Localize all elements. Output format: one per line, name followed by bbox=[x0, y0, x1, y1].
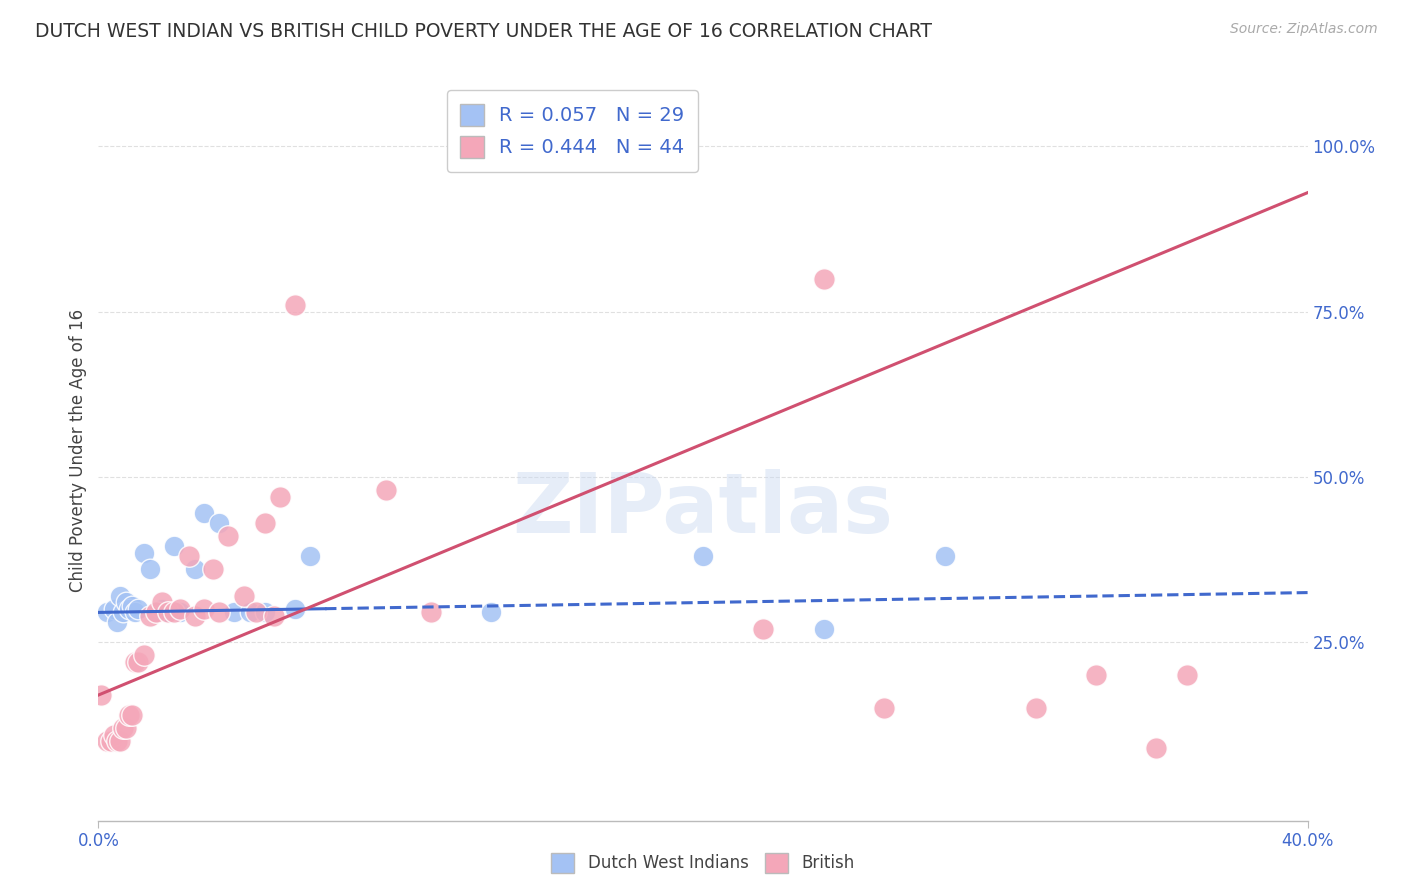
Point bbox=[752, 622, 775, 636]
Point bbox=[184, 608, 207, 623]
Point bbox=[1144, 740, 1167, 755]
Point bbox=[450, 146, 472, 161]
Point bbox=[873, 701, 896, 715]
Point bbox=[193, 506, 215, 520]
Point bbox=[127, 655, 149, 669]
Point bbox=[208, 606, 231, 620]
Point bbox=[111, 721, 134, 735]
Legend: Dutch West Indians, British: Dutch West Indians, British bbox=[544, 847, 862, 880]
Point bbox=[105, 734, 128, 748]
Point bbox=[118, 602, 141, 616]
Point bbox=[103, 728, 125, 742]
Point bbox=[202, 562, 225, 576]
Point bbox=[217, 529, 239, 543]
Point bbox=[96, 606, 118, 620]
Point bbox=[163, 539, 186, 553]
Point bbox=[692, 549, 714, 564]
Point bbox=[156, 606, 179, 620]
Point bbox=[100, 734, 122, 748]
Point bbox=[132, 648, 155, 663]
Point bbox=[1175, 668, 1198, 682]
Point bbox=[114, 595, 136, 609]
Point bbox=[132, 546, 155, 560]
Point bbox=[481, 606, 503, 620]
Point bbox=[139, 562, 162, 576]
Point bbox=[1085, 668, 1108, 682]
Point bbox=[510, 146, 533, 161]
Point bbox=[208, 516, 231, 531]
Point bbox=[224, 606, 246, 620]
Point bbox=[150, 602, 173, 616]
Point bbox=[269, 490, 291, 504]
Point bbox=[124, 606, 146, 620]
Point bbox=[253, 516, 276, 531]
Point bbox=[374, 483, 396, 497]
Point bbox=[103, 602, 125, 616]
Point bbox=[813, 622, 835, 636]
Point bbox=[121, 599, 143, 613]
Point bbox=[253, 606, 276, 620]
Point bbox=[145, 606, 167, 620]
Point bbox=[481, 146, 503, 161]
Point bbox=[145, 606, 167, 620]
Point bbox=[263, 608, 285, 623]
Point bbox=[232, 589, 254, 603]
Point bbox=[105, 615, 128, 630]
Point bbox=[108, 589, 131, 603]
Point bbox=[169, 602, 191, 616]
Point bbox=[420, 606, 443, 620]
Point bbox=[111, 606, 134, 620]
Point bbox=[1024, 701, 1046, 715]
Point bbox=[124, 655, 146, 669]
Point bbox=[114, 721, 136, 735]
Point bbox=[127, 602, 149, 616]
Point bbox=[631, 146, 654, 161]
Point bbox=[193, 602, 215, 616]
Point bbox=[239, 606, 262, 620]
Point bbox=[284, 602, 307, 616]
Point bbox=[284, 298, 307, 312]
Text: Source: ZipAtlas.com: Source: ZipAtlas.com bbox=[1230, 22, 1378, 37]
Point bbox=[934, 549, 956, 564]
Point bbox=[245, 606, 267, 620]
Text: ZIPatlas: ZIPatlas bbox=[513, 469, 893, 550]
Text: DUTCH WEST INDIAN VS BRITISH CHILD POVERTY UNDER THE AGE OF 16 CORRELATION CHART: DUTCH WEST INDIAN VS BRITISH CHILD POVER… bbox=[35, 22, 932, 41]
Point bbox=[813, 271, 835, 285]
Point bbox=[96, 734, 118, 748]
Point bbox=[139, 608, 162, 623]
Point bbox=[163, 606, 186, 620]
Y-axis label: Child Poverty Under the Age of 16: Child Poverty Under the Age of 16 bbox=[69, 309, 87, 592]
Point bbox=[299, 549, 322, 564]
Point bbox=[118, 707, 141, 722]
Legend: R = 0.057   N = 29, R = 0.444   N = 44: R = 0.057 N = 29, R = 0.444 N = 44 bbox=[447, 90, 697, 172]
Point bbox=[121, 707, 143, 722]
Point bbox=[150, 595, 173, 609]
Point bbox=[156, 606, 179, 620]
Point bbox=[90, 688, 112, 702]
Point bbox=[179, 549, 201, 564]
Point bbox=[184, 562, 207, 576]
Point bbox=[108, 734, 131, 748]
Point bbox=[169, 606, 191, 620]
